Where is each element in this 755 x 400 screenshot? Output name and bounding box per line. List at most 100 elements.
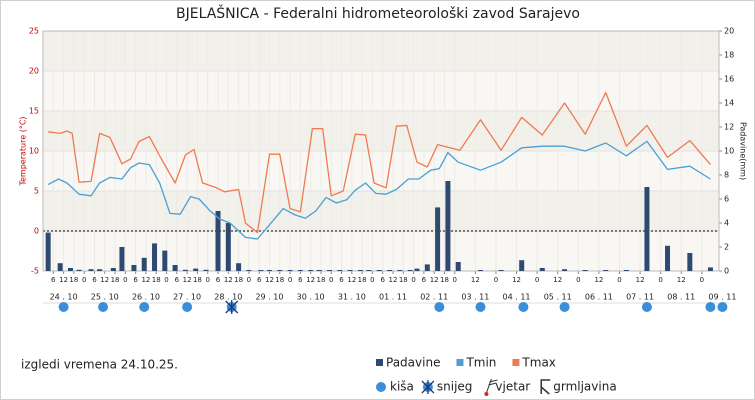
day-label: 27 . 10 bbox=[173, 293, 201, 302]
precip-bar bbox=[687, 253, 693, 271]
x-tick-label: 6 bbox=[422, 276, 427, 284]
wind-dot bbox=[484, 392, 489, 396]
precip-bar bbox=[623, 270, 629, 271]
x-tick-label: 18 bbox=[152, 276, 161, 284]
precip-bar bbox=[498, 270, 504, 271]
wind-icon bbox=[485, 378, 498, 394]
x-tick-label: 0 bbox=[411, 276, 415, 284]
y-tick-label: 10 bbox=[29, 147, 39, 156]
x-tick-label: 0 bbox=[82, 276, 86, 284]
x-tick-label: 18 bbox=[316, 276, 325, 284]
precip-bar bbox=[308, 270, 314, 271]
symbol-legend bbox=[484, 378, 498, 396]
day-label: 07 . 11 bbox=[626, 293, 654, 302]
rain-icon bbox=[139, 302, 150, 312]
weather-symbol bbox=[475, 302, 486, 312]
weather-symbol bbox=[705, 302, 716, 312]
symbol-legend-label: kiša bbox=[390, 380, 414, 394]
x-tick-label: 0 bbox=[288, 276, 292, 284]
y2-tick-label: 6 bbox=[724, 195, 729, 204]
legend-label: Tmax bbox=[521, 356, 555, 370]
rain-icon bbox=[58, 302, 69, 312]
y-tick-label: 15 bbox=[29, 107, 39, 116]
precip-bar bbox=[337, 270, 343, 271]
x-tick-label: 6 bbox=[257, 276, 262, 284]
x-tick-label: 12 bbox=[59, 276, 68, 284]
precip-bar bbox=[258, 270, 264, 271]
rain-icon bbox=[717, 302, 728, 312]
precip-bar bbox=[182, 269, 188, 271]
x-tick-label: 12 bbox=[594, 276, 603, 284]
grid-band bbox=[43, 191, 719, 231]
precip-bar bbox=[455, 262, 461, 271]
precip-bar bbox=[119, 247, 125, 271]
thunder-icon bbox=[540, 379, 551, 395]
day-label: 02 . 11 bbox=[420, 293, 448, 302]
symbol-legend-label: grmljavina bbox=[553, 380, 616, 394]
precip-bar bbox=[603, 270, 609, 271]
x-tick-label: 12 bbox=[430, 276, 439, 284]
precip-bar bbox=[644, 187, 650, 271]
temp-line bbox=[48, 91, 711, 234]
weather-symbol bbox=[225, 300, 239, 314]
x-tick-label: 0 bbox=[576, 276, 580, 284]
weather-symbol bbox=[139, 302, 150, 312]
legend-label: Tmin bbox=[465, 356, 496, 370]
precip-bar bbox=[266, 270, 272, 271]
y2-axis-title: Padavine(mm) bbox=[739, 122, 748, 180]
x-tick-label: 12 bbox=[306, 276, 315, 284]
day-label: 03 . 11 bbox=[461, 293, 489, 302]
y2-tick-label: 18 bbox=[724, 51, 734, 60]
x-tick-label: 12 bbox=[389, 276, 398, 284]
snow-icon bbox=[225, 300, 239, 314]
x-tick-label: 0 bbox=[494, 276, 498, 284]
legend-swatch bbox=[376, 359, 383, 366]
x-tick-label: 6 bbox=[133, 276, 138, 284]
x-tick-label: 6 bbox=[175, 276, 180, 284]
precip-bar bbox=[141, 257, 147, 271]
x-tick-label: 18 bbox=[440, 276, 449, 284]
x-tick-label: 6 bbox=[216, 276, 221, 284]
day-label: 09 . 11 bbox=[708, 293, 736, 302]
symbol-legend bbox=[540, 379, 551, 395]
y-tick-label: 20 bbox=[29, 67, 39, 76]
y2-tick-label: 16 bbox=[724, 75, 734, 84]
precip-bar bbox=[203, 269, 209, 271]
precip-bar bbox=[316, 270, 322, 271]
day-label: 26 . 10 bbox=[132, 293, 160, 302]
x-tick-label: 18 bbox=[69, 276, 78, 284]
x-tick-label: 18 bbox=[358, 276, 367, 284]
day-label: 05 . 11 bbox=[544, 293, 572, 302]
precip-bar bbox=[707, 267, 713, 271]
x-tick-label: 0 bbox=[617, 276, 621, 284]
day-label: 08 . 11 bbox=[667, 293, 695, 302]
precip-bar bbox=[347, 270, 353, 271]
precip-bar bbox=[519, 260, 525, 271]
y2-tick-label: 2 bbox=[724, 243, 729, 252]
precip-bar bbox=[236, 263, 242, 271]
y-tick-label: -5 bbox=[31, 267, 39, 276]
precip-bar bbox=[376, 270, 382, 271]
precip-bar bbox=[414, 268, 420, 271]
precip-bar bbox=[407, 270, 413, 271]
day-label: 31 . 10 bbox=[338, 293, 366, 302]
precip-bar bbox=[327, 270, 333, 271]
grid-band bbox=[43, 151, 719, 191]
x-tick-label: 12 bbox=[265, 276, 274, 284]
precip-bar bbox=[215, 211, 221, 271]
day-label: 30 . 10 bbox=[297, 293, 325, 302]
x-tick-label: 0 bbox=[658, 276, 662, 284]
y2-tick-label: 20 bbox=[724, 27, 734, 36]
chart-title: BJELAŠNICA - Federalni hidrometeorološki… bbox=[176, 4, 580, 22]
rain-icon bbox=[475, 302, 486, 312]
precip-bar bbox=[246, 270, 252, 271]
weather-symbol bbox=[518, 302, 529, 312]
weather-symbol bbox=[434, 302, 445, 312]
y2-tick-label: 14 bbox=[724, 99, 734, 108]
weather-symbol bbox=[58, 302, 69, 312]
day-label: 06 . 11 bbox=[585, 293, 613, 302]
x-tick-label: 6 bbox=[51, 276, 56, 284]
precip-bar bbox=[435, 207, 441, 271]
precip-bar bbox=[665, 245, 671, 271]
